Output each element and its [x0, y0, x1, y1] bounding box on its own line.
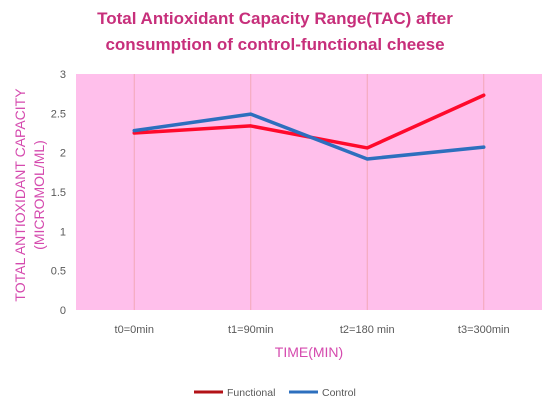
x-tick-label: t2=180 min: [340, 324, 395, 336]
y-tick-label: 1.5: [51, 187, 66, 199]
chart-title-line-2: consumption of control-functional cheese: [105, 35, 444, 54]
y-tick-label: 3: [60, 69, 66, 81]
y-axis-label-line-2: (MICROMOL/ML): [31, 140, 47, 250]
y-axis-label-line-1: TOTAL ANTIOXIDANT CAPACITY: [12, 88, 28, 302]
series-layer: [132, 93, 486, 161]
y-tick-label: 0: [60, 305, 66, 317]
y-tick-label: 2: [60, 148, 66, 160]
chart-title-line-1: Total Antioxidant Capacity Range(TAC) af…: [97, 9, 453, 28]
y-tick-label: 0.5: [51, 266, 66, 278]
y-tick-layer: 0 0.5 1 1.5 2 2.5 3: [51, 69, 66, 317]
x-axis-label: TIME(MIN): [275, 344, 343, 360]
x-tick-label: t1=90min: [228, 324, 274, 336]
y-tick-label: 2.5: [51, 108, 66, 120]
y-tick-label: 1: [60, 226, 66, 238]
legend: Functional Control: [194, 387, 356, 399]
series-line-1: [132, 112, 486, 161]
x-tick-label: t0=0min: [115, 324, 154, 336]
plot-background: [76, 74, 542, 310]
x-tick-label: t3=300min: [458, 324, 510, 336]
x-tick-layer: t0=0min t1=90min t2=180 min t3=300min: [115, 324, 510, 336]
legend-control-label: Control: [322, 387, 356, 399]
legend-functional-label: Functional: [227, 387, 275, 399]
